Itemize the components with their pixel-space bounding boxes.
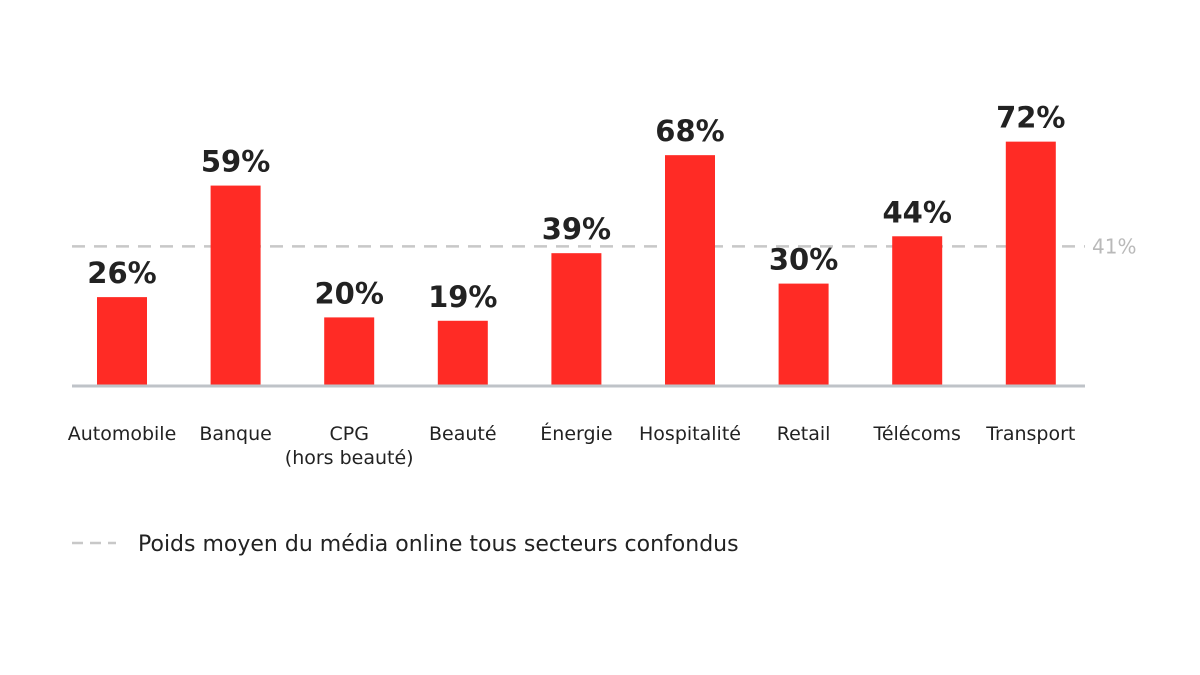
value-label: 72% <box>996 101 1065 135</box>
value-label: 26% <box>87 256 156 290</box>
category-label: Retail <box>777 423 831 445</box>
bar <box>97 297 147 385</box>
bar <box>210 185 261 385</box>
category-label: (hors beauté) <box>285 447 414 469</box>
bar <box>1005 141 1056 385</box>
category-label: Télécoms <box>872 423 961 445</box>
category-label: Automobile <box>68 423 177 445</box>
bar <box>892 236 943 385</box>
value-label: 30% <box>769 243 838 277</box>
legend-label: Poids moyen du média online tous secteur… <box>138 532 739 557</box>
bar <box>778 283 829 385</box>
value-label: 59% <box>201 145 270 179</box>
bar <box>665 155 715 385</box>
category-label: Énergie <box>540 422 612 445</box>
category-labels: Automobile Banque CPG(hors beauté) Beauté Én… <box>68 422 1076 469</box>
value-labels: 26% 59% 20% 19% 39% 68% 30% 44% 72% <box>87 101 1065 314</box>
category-label: Hospitalité <box>639 423 741 445</box>
category-label: Transport <box>985 423 1075 445</box>
category-label: Beauté <box>429 423 497 445</box>
value-label: 20% <box>314 276 383 310</box>
bar <box>324 317 375 385</box>
value-label: 19% <box>428 280 497 314</box>
category-label: CPG <box>329 423 368 445</box>
value-label: 68% <box>655 114 724 148</box>
bars <box>97 141 1056 385</box>
legend: Poids moyen du média online tous secteur… <box>72 532 739 557</box>
value-label: 39% <box>542 212 611 246</box>
category-label: Banque <box>199 423 272 445</box>
bar <box>551 253 602 385</box>
bar <box>437 320 488 385</box>
value-label: 44% <box>882 195 951 229</box>
reference-line-label: 41% <box>1092 234 1136 258</box>
